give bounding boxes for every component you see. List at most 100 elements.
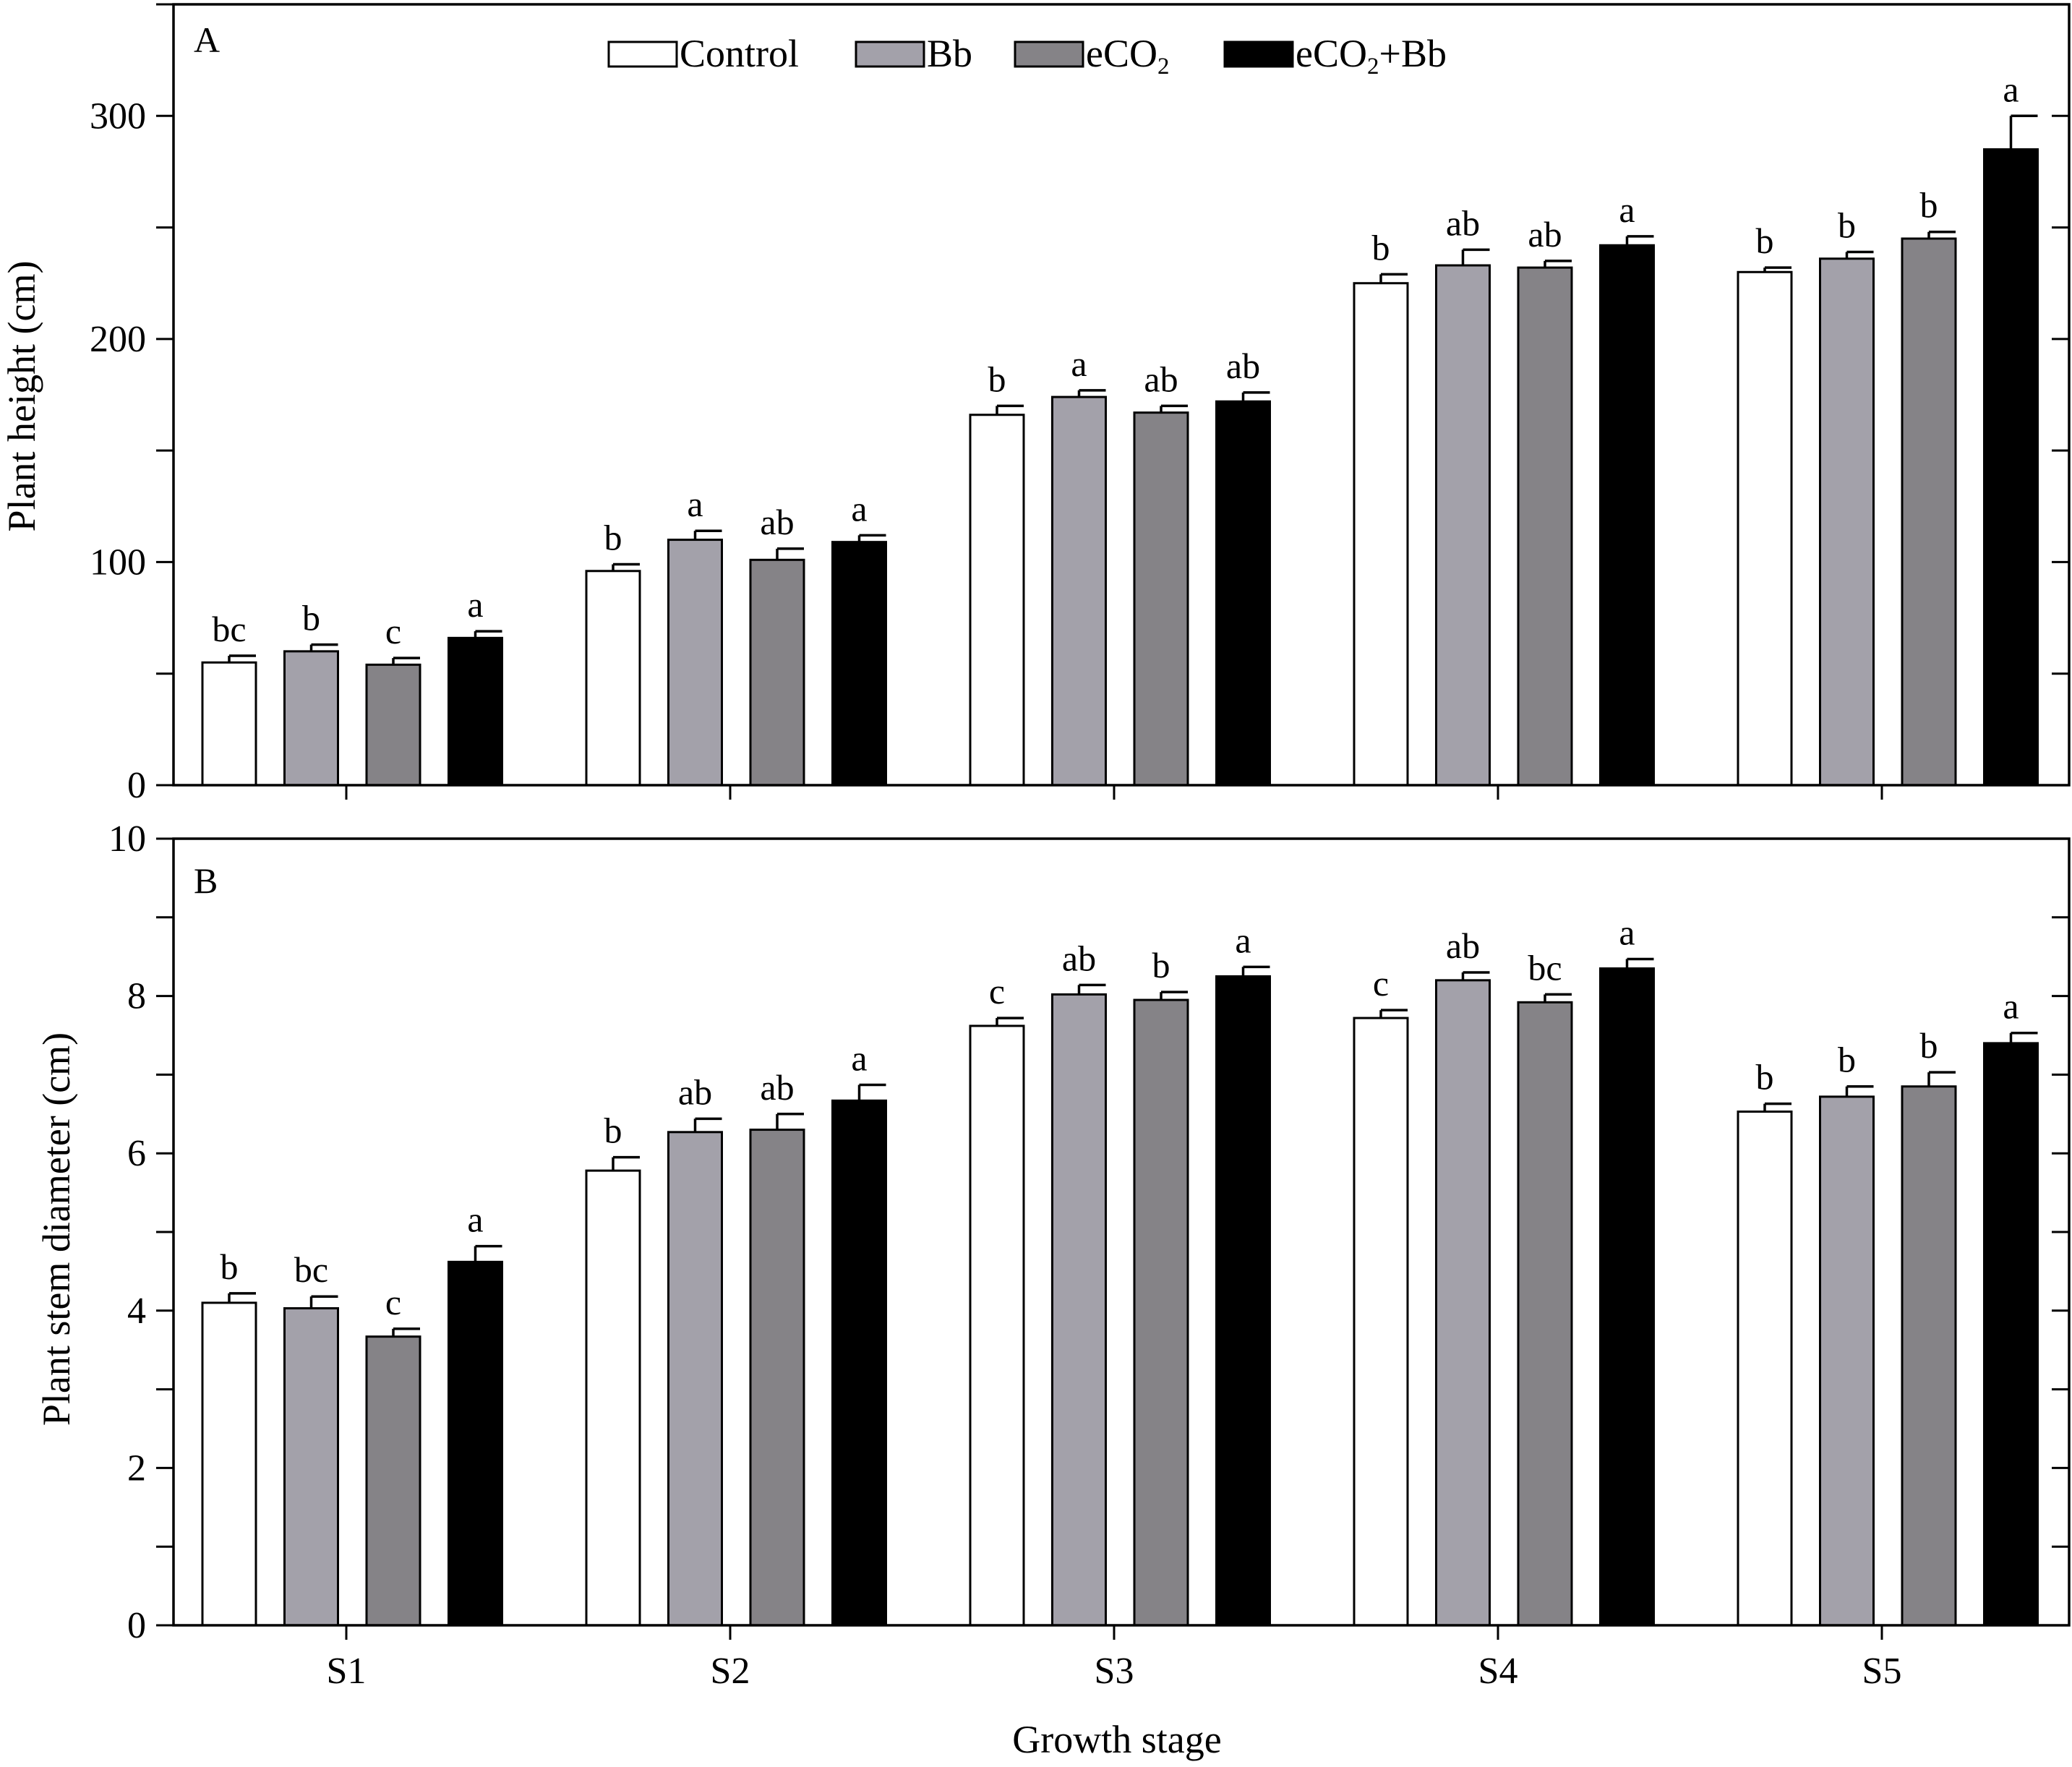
legend-item-eco2: eCO2: [1014, 32, 1169, 80]
significance-letter-eco2-s2: ab: [760, 1067, 794, 1108]
significance-letter-control-s3: b: [988, 359, 1006, 399]
legend-label-eco2-bb-rest: +Bb: [1379, 32, 1446, 75]
bar-control-s4: [1353, 1017, 1409, 1627]
legend-label-eco2: eCO2: [1086, 32, 1169, 80]
bar-control-s1: [201, 661, 257, 787]
legend-label-eco2-main: eCO: [1086, 32, 1157, 75]
significance-letter-bb-s3: a: [1071, 343, 1087, 384]
bar-eco2-bb-s3: [1215, 400, 1271, 787]
bar-eco2-s3: [1133, 998, 1189, 1627]
panel-a-axes: 0 100 200 300: [90, 3, 2071, 806]
y-tick-label: 200: [90, 319, 146, 360]
significance-letter-bb-s4: ab: [1446, 925, 1480, 966]
bar-eco2-s2: [749, 558, 805, 787]
panel-b-x-axis-title: Growth stage: [1012, 1718, 1221, 1761]
legend-swatch-control: [607, 40, 678, 68]
legend-item-bb: Bb: [855, 32, 972, 75]
legend: Control Bb eCO2 eCO2+Bb: [607, 32, 1447, 80]
significance-letter-control-s5: b: [1756, 1057, 1774, 1098]
significance-letter-bb-s2: a: [687, 484, 703, 524]
bar-bb-s3: [1051, 993, 1107, 1627]
significance-letter-eco2-bb-s4: a: [1619, 189, 1635, 230]
bar-eco2-bb-s3: [1215, 975, 1271, 1627]
bar-control-s3: [969, 1024, 1025, 1627]
bar-eco2-s2: [749, 1129, 805, 1627]
y-tick-label: 100: [90, 542, 146, 583]
legend-label-control: Control: [680, 32, 799, 75]
panel-b-label: B: [194, 860, 218, 901]
x-tick-label-s3: S3: [1095, 1651, 1134, 1692]
y-tick-label: 4: [127, 1291, 146, 1332]
bar-bb-s5: [1819, 257, 1875, 787]
bar-bb-s2: [667, 1131, 723, 1627]
y-tick-label: 0: [127, 765, 146, 806]
legend-label-bb: Bb: [927, 32, 972, 75]
significance-letter-control-s2: b: [604, 1111, 622, 1151]
significance-letter-eco2-bb-s3: a: [1235, 920, 1251, 960]
significance-letter-eco2-bb-s1: a: [467, 1199, 483, 1240]
bar-eco2-s1: [365, 1335, 421, 1627]
significance-letter-control-s1: b: [221, 1246, 239, 1287]
significance-letter-control-s4: c: [1373, 963, 1389, 1004]
bar-eco2-bb-s2: [831, 541, 887, 787]
bar-control-s2: [585, 570, 641, 787]
significance-letter-bb-s4: ab: [1446, 202, 1480, 243]
bar-control-s4: [1353, 282, 1409, 787]
bar-eco2-bb-s4: [1599, 244, 1655, 787]
bar-bb-s3: [1051, 395, 1107, 787]
bar-bb-s4: [1435, 979, 1491, 1627]
significance-letter-control-s5: b: [1756, 221, 1774, 261]
significance-letter-eco2-s5: b: [1920, 185, 1938, 226]
significance-letter-eco2-s3: b: [1152, 945, 1170, 985]
bar-bb-s5: [1819, 1095, 1875, 1627]
y-tick-label: 10: [108, 818, 146, 860]
legend-swatch-bb: [855, 40, 925, 68]
significance-letter-eco2-s3: ab: [1144, 359, 1178, 399]
bar-eco2-s3: [1133, 411, 1189, 787]
significance-letter-eco2-bb-s3: ab: [1226, 346, 1260, 386]
bar-eco2-s4: [1517, 1001, 1573, 1627]
bar-eco2-bb-s4: [1599, 967, 1655, 1627]
bar-eco2-bb-s1: [448, 636, 503, 787]
significance-letter-control-s2: b: [604, 518, 622, 558]
bar-control-s3: [969, 414, 1025, 787]
bar-eco2-bb-s2: [831, 1099, 887, 1627]
bar-eco2-bb-s5: [1983, 1042, 2039, 1627]
bar-control-s5: [1737, 1111, 1793, 1627]
significance-letter-bb-s1: b: [302, 598, 320, 638]
legend-label-eco2-bb-main: eCO: [1296, 32, 1367, 75]
significance-letter-bb-s3: ab: [1062, 938, 1096, 978]
significance-letter-eco2-s1: c: [385, 1282, 401, 1322]
panel-b-axes: 0 2 4 6 8 10 S1 S2 S3 S4 S5: [108, 818, 2071, 1692]
legend-swatch-eco2: [1014, 40, 1084, 68]
significance-letter-eco2-bb-s4: a: [1619, 912, 1635, 952]
legend-item-control: Control: [607, 32, 799, 75]
bar-control-s2: [585, 1169, 641, 1627]
significance-letter-control-s1: bc: [212, 609, 246, 649]
panel-a-y-axis-title: Plant height (cm): [0, 261, 43, 532]
significance-letter-bb-s1: bc: [294, 1249, 328, 1290]
significance-letter-eco2-bb-s5: a: [2003, 986, 2019, 1027]
legend-item-eco2-bb: eCO2+Bb: [1223, 32, 1447, 80]
significance-letter-eco2-s2: ab: [760, 502, 794, 542]
significance-letter-eco2-bb-s5: a: [2003, 69, 2019, 109]
panel-a-label: A: [194, 20, 220, 60]
y-tick-label: 2: [127, 1447, 146, 1489]
y-tick-label: 300: [90, 95, 146, 137]
significance-letter-eco2-bb-s1: a: [467, 584, 483, 625]
significance-letter-control-s4: b: [1372, 227, 1390, 268]
legend-label-eco2-bb: eCO2+Bb: [1296, 32, 1447, 80]
significance-letter-eco2-bb-s2: a: [851, 1038, 867, 1079]
panel-b-y-axis-title: Plant stem diameter (cm): [35, 1032, 78, 1426]
bar-eco2-bb-s1: [448, 1260, 503, 1627]
legend-label-eco2-sub: 2: [1157, 54, 1170, 80]
legend-swatch-eco2-bb: [1223, 40, 1294, 68]
bar-bb-s2: [667, 539, 723, 787]
y-tick-label: 8: [127, 976, 146, 1017]
x-tick-label-s5: S5: [1862, 1651, 1902, 1692]
